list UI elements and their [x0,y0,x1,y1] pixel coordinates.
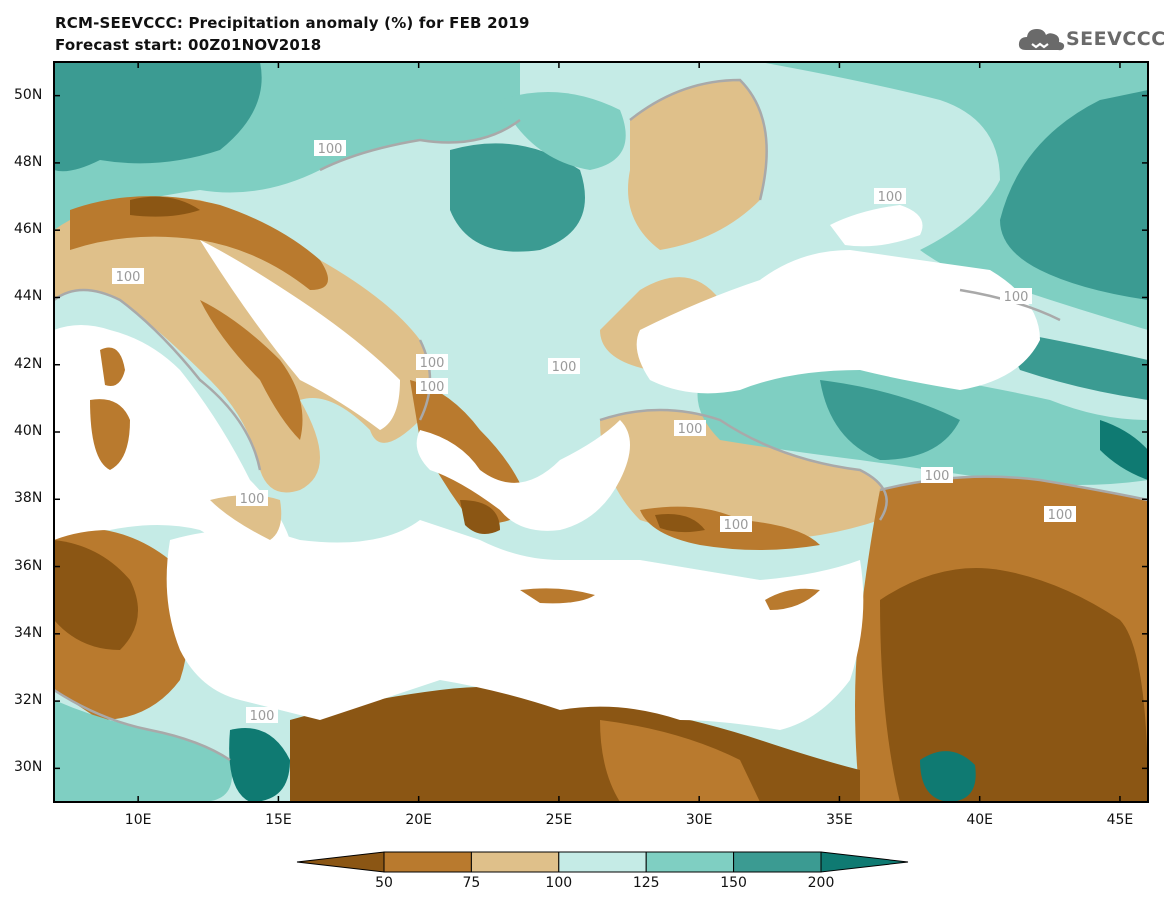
forecast-start-label: Forecast start: 00Z01NOV2018 [55,36,322,54]
contour-label-bg [548,358,580,374]
lon-tick-label: 30E [685,812,713,828]
extreme-wet-zone-armenia [1100,420,1148,480]
contour-label: 100 [552,360,577,375]
contour-labels: 100 100 100 100 100 100 100 100 100 100 100 100 100 [112,140,1076,724]
map-title: RCM-SEEVCCC: Precipitation anomaly (%) f… [55,14,530,32]
lat-tick-label: 38N [14,490,43,507]
lat-tick-label: 48N [14,153,43,170]
azov-sea [830,205,923,247]
strong-wet-zone-hungary [450,143,585,252]
contour-label: 100 [878,190,903,205]
contour-label-bg [246,707,278,723]
contour-label-bg [416,378,448,394]
contour-label: 100 [1048,508,1073,523]
axis-ticks [54,62,1148,802]
map-field [54,62,1148,802]
strong-dry-zone-alps [130,196,200,217]
contour-label-bg [236,490,268,506]
contour-label-bg [1044,506,1076,522]
strong-dry-zone-taurus [655,514,705,533]
lon-tick-label: 20E [405,812,432,828]
contour-label-bg [720,516,752,532]
lon-tick-label: 35E [826,812,853,828]
lat-tick-label: 30N [14,759,43,776]
wet-zone-sahara-west [54,700,232,802]
sardinia [90,399,130,470]
colorbar [296,851,909,873]
crete [520,588,595,604]
mediterranean-sea [166,520,864,730]
colorbar-segment [383,851,472,873]
lon-tick-label: 40E [966,812,994,828]
lat-tick-label: 40N [14,423,43,439]
colorbar-segment [733,851,822,873]
colorbar-label: 150 [720,875,747,891]
contour-label: 100 [318,142,343,157]
contour-label-bg [674,420,706,436]
lon-tick-label: 10E [124,812,152,828]
colorbar-segment [470,851,560,873]
strong-wet-zone-caucasus [1000,330,1148,400]
lon-tick-label: 45E [1106,812,1134,828]
strong-wet-zone-central-anatolia [820,380,960,460]
colorbar-high-arrow [820,851,909,873]
lon-tick-label: 15E [265,812,292,828]
aegean-sea [416,420,630,531]
contour-label-bg [1000,288,1032,304]
strong-wet-zone-volga [1000,90,1148,300]
lat-tick-label: 32N [14,692,43,709]
colorbar-label: 75 [462,875,481,891]
colorbar-label: 125 [632,875,660,891]
lat-tick-label: 44N [14,288,43,305]
contour-label: 100 [724,518,749,533]
lat-tick-label: 42N [14,355,43,372]
sicily [210,495,282,540]
contour-label-bg [314,140,346,156]
colorbar-segment [645,851,735,873]
strong-dry-zone-algeria [54,540,138,650]
dry-zone-egypt [600,720,760,802]
contour-label: 100 [678,422,703,437]
contour-label: 100 [420,380,445,395]
colorbar-label: 200 [807,875,835,891]
contour-label-bg [921,467,953,483]
colorbar-label: 50 [375,875,393,891]
lat-tick-label: 34N [14,624,43,641]
strong-dry-zone-peloponnese [460,500,500,534]
adriatic-sea [200,240,400,430]
black-sea [636,250,1040,394]
contour-label: 100 [420,356,445,371]
extreme-wet-zone-arabia [920,751,976,802]
contour-label: 100 [240,492,265,507]
lat-tick-label: 50N [14,86,43,103]
contour-label-bg [112,268,144,284]
contour-label: 100 [1004,290,1029,305]
colorbar-segment [558,851,647,873]
extreme-wet-zone-libya-west [229,728,290,802]
cloud-icon [1018,29,1065,51]
lon-tick-label: 25E [545,812,573,828]
contour-label-bg [874,188,906,204]
contour-label-bg [416,354,448,370]
logo-text: SEEVCCC [1066,28,1165,50]
dry-zone-apennines [200,300,303,440]
cyprus [765,588,820,610]
colorbar-label: 100 [545,875,573,891]
wet-zone-carpathians [500,92,626,170]
contour-label: 100 [116,270,141,285]
contour-label: 100 [925,469,950,484]
strong-dry-zone-syria-iraq [880,568,1148,802]
strong-wet-zone-austria [54,62,262,172]
colorbar-low-arrow [296,851,385,873]
corsica [100,347,125,386]
lat-tick-label: 36N [14,557,43,574]
lat-tick-label: 46N [14,221,43,238]
dry-zone-ukraine [628,80,767,250]
dry-zone-alps [70,196,328,290]
contour-label: 100 [250,709,275,724]
seevccc-logo: SEEVCCC [1018,22,1165,58]
